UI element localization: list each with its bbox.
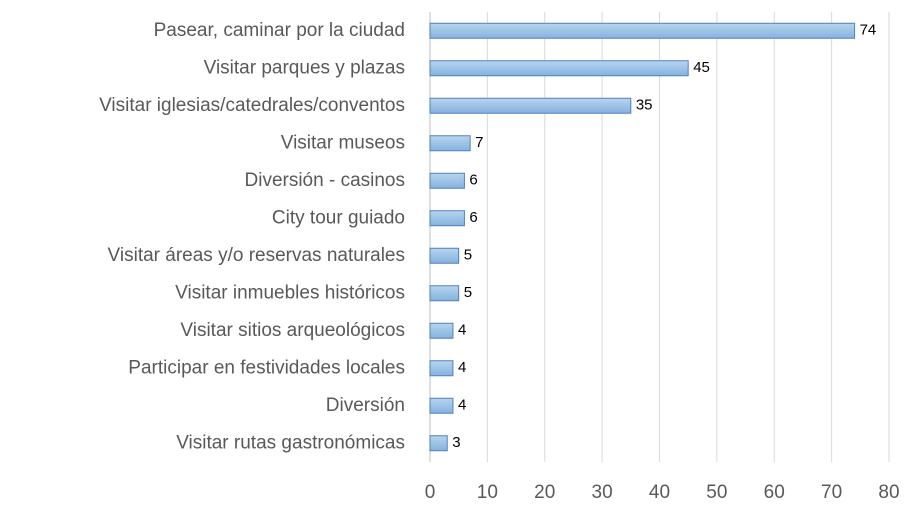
y-tick-label: Visitar inmuebles históricos (175, 282, 405, 303)
bar (429, 435, 448, 452)
bar (429, 247, 460, 264)
bar (429, 135, 471, 152)
value-label: 4 (458, 322, 466, 339)
bar (429, 60, 689, 77)
value-label: 4 (458, 359, 466, 376)
y-tick-label: Visitar parques y plazas (204, 57, 405, 78)
x-tick-label: 30 (592, 482, 613, 503)
y-tick-label: Diversión (326, 395, 405, 416)
x-tick-label: 60 (764, 482, 785, 503)
value-label: 74 (860, 22, 877, 39)
x-tick-label: 0 (425, 482, 436, 503)
value-label: 6 (469, 172, 477, 189)
y-tick-label: Visitar rutas gastronómicas (176, 432, 405, 453)
bar (429, 360, 454, 377)
y-tick-label: Visitar sitios arqueológicos (180, 320, 405, 341)
value-label: 35 (636, 97, 653, 114)
y-tick-label: Visitar museos (281, 132, 405, 153)
x-tick-label: 40 (649, 482, 670, 503)
bar (429, 172, 465, 189)
y-tick-label: Visitar iglesias/catedrales/conventos (99, 95, 405, 116)
bar (429, 322, 454, 339)
y-tick-label: Visitar áreas y/o reservas naturales (108, 245, 405, 266)
value-label: 5 (464, 247, 472, 264)
bar (429, 97, 632, 114)
value-label: 7 (475, 134, 483, 151)
bar (429, 22, 856, 39)
value-label: 3 (452, 434, 460, 451)
value-label: 45 (693, 59, 710, 76)
bar (429, 210, 465, 227)
bar (429, 285, 460, 302)
value-label: 6 (469, 209, 477, 226)
x-tick-label: 10 (477, 482, 498, 503)
y-tick-label: Pasear, caminar por la ciudad (154, 20, 405, 41)
x-tick-label: 70 (821, 482, 842, 503)
bar (429, 397, 454, 414)
x-tick-label: 50 (706, 482, 727, 503)
y-tick-label: City tour guiado (272, 207, 405, 228)
x-tick-label: 80 (878, 482, 899, 503)
x-tick-label: 20 (534, 482, 555, 503)
value-label: 4 (458, 397, 466, 414)
value-label: 5 (464, 284, 472, 301)
y-tick-label: Participar en festividades locales (128, 357, 405, 378)
y-tick-label: Diversión - casinos (245, 170, 406, 191)
